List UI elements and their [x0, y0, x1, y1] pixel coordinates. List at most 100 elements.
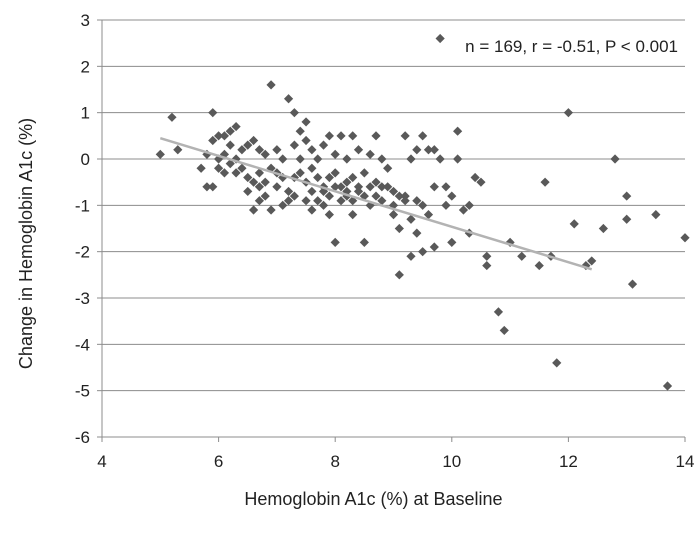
data-point	[283, 196, 294, 206]
data-point	[476, 177, 486, 187]
data-point	[359, 191, 369, 201]
data-point	[441, 182, 451, 192]
data-point	[610, 154, 620, 164]
data-point	[330, 182, 340, 192]
data-point	[587, 256, 597, 266]
data-point	[307, 186, 317, 197]
data-point	[301, 196, 311, 206]
data-point	[359, 168, 369, 178]
data-point	[231, 121, 241, 132]
data-point	[371, 131, 381, 141]
data-point	[336, 196, 346, 206]
data-point	[278, 154, 288, 164]
data-point	[412, 196, 422, 206]
data-point	[330, 168, 340, 178]
data-point	[458, 205, 469, 215]
data-point	[248, 135, 259, 146]
x-tick-label: 10	[442, 452, 461, 471]
data-point	[418, 200, 428, 210]
data-point	[295, 126, 305, 136]
data-point	[342, 177, 352, 187]
data-point	[219, 168, 230, 178]
data-point	[330, 237, 340, 247]
data-point	[208, 135, 218, 146]
data-point	[359, 237, 369, 247]
data-point	[248, 205, 259, 215]
data-point	[254, 168, 265, 178]
y-tick-label: 3	[81, 11, 90, 30]
data-point	[394, 223, 404, 234]
data-point	[289, 191, 299, 201]
data-point	[412, 228, 422, 238]
data-point	[622, 214, 632, 224]
data-point	[517, 251, 527, 261]
data-point	[429, 182, 439, 192]
data-point	[266, 205, 276, 215]
data-point	[353, 182, 364, 192]
data-point	[388, 186, 399, 197]
x-axis-ticks: 4 6 8 10 12 14	[97, 437, 694, 471]
data-point	[388, 210, 399, 220]
data-point	[324, 210, 334, 220]
data-point	[237, 145, 247, 155]
data-point	[447, 191, 457, 201]
x-tick-label: 12	[559, 452, 578, 471]
data-point	[208, 182, 218, 192]
data-point	[313, 154, 323, 164]
data-point	[493, 307, 504, 317]
data-point	[248, 177, 259, 187]
y-tick-label: 2	[81, 57, 90, 76]
y-tick-label: -2	[75, 243, 90, 262]
data-point	[394, 191, 404, 201]
data-point	[482, 260, 492, 271]
data-point	[423, 145, 434, 155]
data-point	[225, 140, 235, 150]
data-point	[406, 251, 416, 261]
data-point	[231, 168, 241, 178]
data-point	[214, 163, 224, 173]
data-point	[371, 177, 381, 187]
data-point	[307, 205, 317, 215]
data-point	[348, 172, 358, 183]
y-axis-title: Change in Hemoglobin A1c (%)	[16, 118, 36, 369]
trendline	[159, 136, 593, 271]
data-point	[377, 196, 387, 206]
data-point	[318, 200, 329, 210]
data-point	[435, 154, 445, 164]
data-point	[662, 381, 673, 391]
y-axis-ticks: 3 2 1 0 -1 -2 -3 -4 -5 -6	[75, 11, 102, 447]
data-point	[254, 145, 265, 155]
data-point	[167, 112, 177, 122]
y-tick-label: -5	[75, 382, 90, 401]
data-point	[563, 108, 573, 118]
data-point	[289, 108, 299, 118]
x-axis-title: Hemoglobin A1c (%) at Baseline	[244, 489, 502, 509]
data-point	[254, 182, 265, 192]
x-tick-label: 4	[97, 452, 106, 471]
data-point	[272, 182, 282, 192]
data-point	[254, 196, 265, 206]
y-tick-label: -6	[75, 428, 90, 447]
data-point	[482, 251, 492, 261]
data-point	[499, 325, 509, 336]
data-point	[377, 154, 387, 164]
y-tick-label: -4	[75, 335, 90, 354]
data-point	[429, 145, 439, 155]
data-point	[453, 154, 463, 164]
data-point	[260, 177, 270, 187]
data-point	[243, 172, 253, 183]
data-point	[324, 191, 334, 201]
data-point	[627, 279, 638, 289]
data-point	[353, 145, 364, 155]
data-point	[214, 131, 224, 141]
data-point	[447, 237, 457, 247]
data-point	[680, 233, 690, 243]
data-point	[196, 163, 206, 173]
data-point	[412, 145, 422, 155]
data-point	[243, 186, 253, 197]
y-tick-label: 0	[81, 150, 90, 169]
data-point	[208, 108, 218, 118]
data-point	[383, 163, 393, 173]
data-point	[342, 154, 352, 164]
